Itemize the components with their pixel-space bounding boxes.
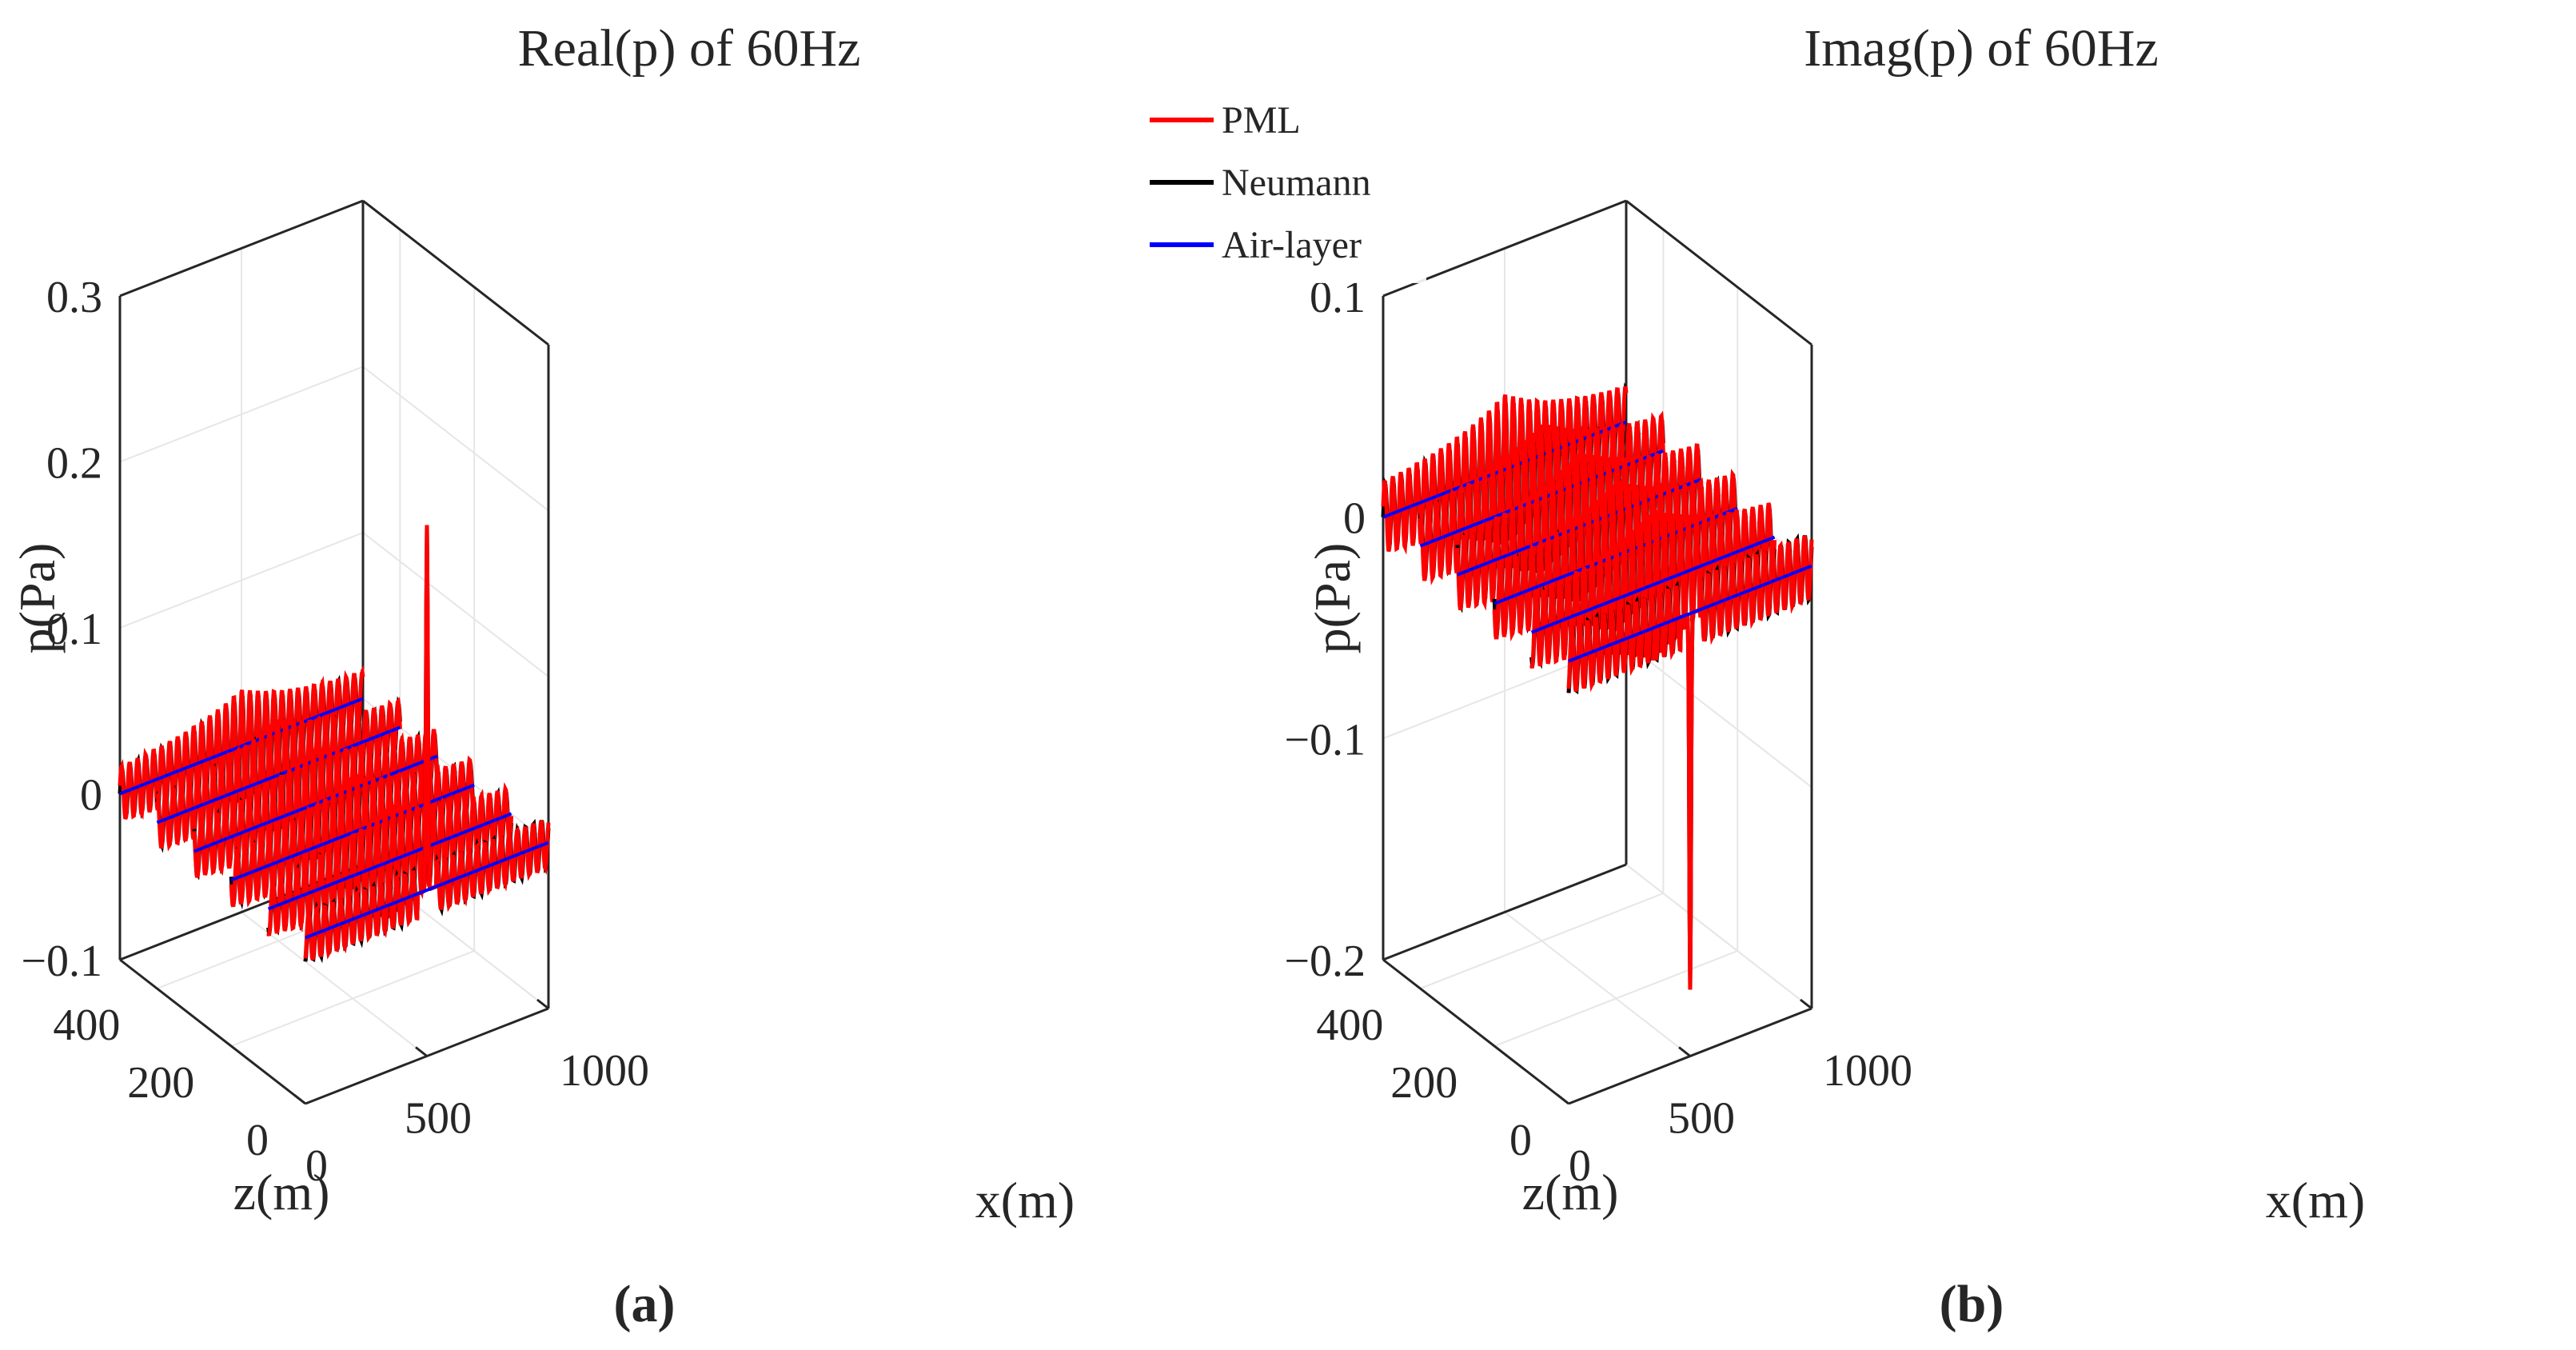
series-line-pml-z500 — [118, 665, 365, 820]
p-tick-label: −0.2 — [1284, 937, 1366, 986]
x-tick-label: 500 — [1668, 1094, 1735, 1144]
x-tick-mark — [1557, 1093, 1569, 1105]
panel-b-title: Imag(p) of 60Hz — [1804, 19, 2159, 78]
x-tick-label: 1000 — [1823, 1046, 1912, 1096]
backwall-gridline-p — [119, 365, 364, 463]
panel-a-xlabel: x(m) — [975, 1172, 1075, 1228]
sidewall-gridline-p — [362, 532, 549, 677]
x-tick-mark — [536, 998, 549, 1010]
x-tick-mark — [293, 1093, 306, 1105]
floor-gridline-x — [1504, 911, 1691, 1057]
p-tick-label: 0.2 — [46, 439, 102, 489]
series-line-air-layer-z0 — [305, 841, 549, 940]
panel-a-axes — [118, 199, 550, 1105]
z-tick-label: 0 — [1509, 1116, 1532, 1165]
x-tick-label: 0 — [305, 1141, 328, 1191]
p-tick-label: 0 — [80, 771, 102, 821]
z-tick-label: 400 — [1316, 1001, 1383, 1050]
legend: PML Neumann Air-layer — [1142, 85, 1426, 283]
series-line-air-layer-z500 — [119, 697, 364, 796]
panel-b-label: (b) — [1940, 1275, 2004, 1333]
box-edge — [119, 958, 306, 1105]
p-tick-label: 0.1 — [46, 605, 102, 654]
series-line-pml-z500 — [1381, 385, 1629, 555]
p-tick-label: 0 — [1343, 494, 1366, 544]
series-line-air-layer-z500 — [1382, 420, 1627, 519]
x-tick-label: 0 — [1569, 1141, 1591, 1191]
p-tick-label: −0.1 — [21, 937, 102, 986]
box-edge — [1382, 863, 1627, 961]
backwall-gridline-p — [119, 532, 364, 629]
series-line-pml-z0 — [1566, 535, 1814, 990]
series-line-air-layer-z100 — [1530, 535, 1776, 634]
sidewall-gridline-p — [362, 365, 549, 512]
series-line-pml-z400 — [1418, 410, 1665, 585]
panel-a-title: Real(p) of 60Hz — [518, 19, 861, 78]
panel-a-ylabel: z(m) — [233, 1164, 330, 1220]
x-tick-mark — [415, 1046, 428, 1057]
series-line-air-layer-z200 — [230, 783, 475, 882]
panel-a-label: (a) — [614, 1275, 676, 1333]
panel-b-data — [1381, 381, 1814, 990]
panel-a-zlabel: p(Pa) — [9, 543, 66, 654]
series-line-air-layer-z300 — [193, 754, 438, 853]
panel-a-data — [118, 525, 551, 964]
p-tick-label: 0.3 — [46, 273, 102, 322]
box-edge — [1382, 958, 1569, 1105]
series-line-air-layer-z100 — [267, 812, 512, 911]
x-tick-mark — [1800, 998, 1812, 1010]
series-line-pml-z400 — [155, 697, 402, 852]
floor-gridline-z — [1493, 950, 1738, 1047]
floor-gridline-z — [1420, 893, 1664, 989]
legend-label-air-layer: Air-layer — [1222, 224, 1362, 266]
panel-b-ylabel: z(m) — [1522, 1164, 1619, 1220]
panel-a-chart: Real(p) of 60Hz 050010000200400−0.100.10… — [9, 19, 1075, 1333]
panel-a-grid — [119, 200, 549, 1104]
legend-label-pml: PML — [1222, 99, 1301, 142]
panel-b-zlabel: p(Pa) — [1304, 543, 1361, 654]
z-tick-label: 200 — [127, 1058, 194, 1108]
series-line-air-layer-z400 — [156, 725, 401, 825]
x-tick-mark — [1678, 1046, 1691, 1057]
z-tick-label: 400 — [53, 1001, 120, 1050]
floor-gridline-x — [241, 911, 428, 1057]
z-tick-label: 200 — [1390, 1058, 1457, 1108]
series-line-air-layer-z0 — [1568, 564, 1812, 663]
box-edge — [362, 199, 549, 346]
sidewall-gridline-p — [1625, 642, 1812, 789]
z-tick-label: 0 — [246, 1116, 269, 1165]
sidewall-gridline-p — [1625, 864, 1812, 1009]
p-tick-label: −0.1 — [1284, 715, 1366, 765]
box-edge — [119, 199, 364, 298]
panel-b-xlabel: x(m) — [2266, 1172, 2365, 1228]
box-edge — [1625, 199, 1812, 346]
floor-gridline-z — [230, 950, 475, 1047]
x-tick-label: 1000 — [560, 1046, 649, 1096]
series-line-pml-z0 — [303, 525, 551, 961]
x-tick-label: 500 — [405, 1094, 472, 1144]
legend-label-neumann: Neumann — [1222, 162, 1371, 204]
